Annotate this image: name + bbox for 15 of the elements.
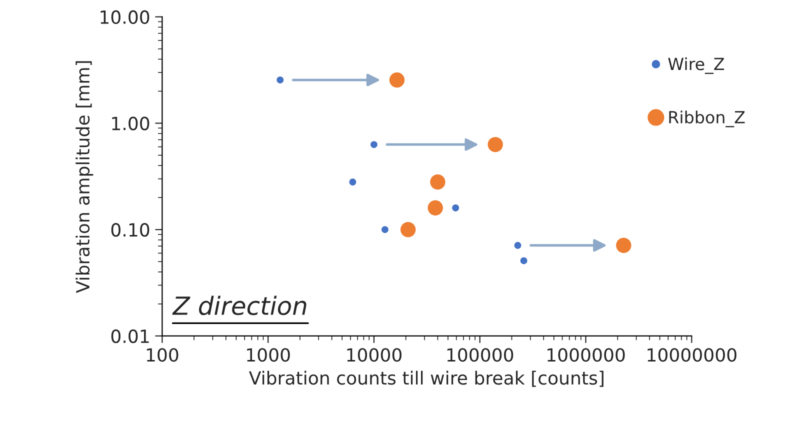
y-tick-label: 10.00 [100,10,150,24]
y-tick-label: 0.10 [111,223,150,237]
y-axis-title: Vibration amplitude [mm] [76,61,94,293]
x-axis-title: Vibration counts till wire break [counts] [249,370,604,387]
annotation: Z direction [172,296,306,316]
x-tick-label: 100000 [447,348,514,362]
y-tick-label: 1.00 [112,116,150,130]
legend-label: Ribbon_Z [669,110,745,128]
y-tick-label: 0.01 [111,329,149,344]
x-tick-label: 1000000 [548,348,625,362]
legend-label: Wire_Z [668,57,724,74]
x-tick-label: 10000 [347,348,402,362]
x-tick-label: 1000 [247,348,290,362]
x-tick-label: 100 [146,348,178,362]
x-tick-label: 10000000 [648,348,736,362]
